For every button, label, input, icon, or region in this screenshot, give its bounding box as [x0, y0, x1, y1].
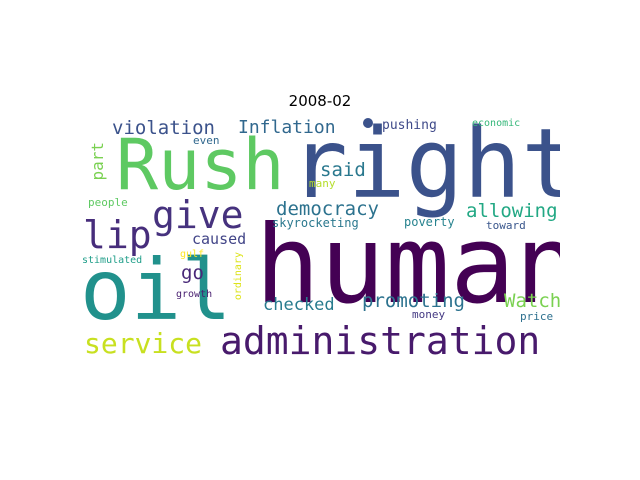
word-skyrocketing: skyrocketing: [272, 216, 359, 230]
word-democracy: democracy: [276, 198, 379, 220]
word-cloud: human right Rush oil administration give…: [80, 116, 560, 366]
word-allowing: allowing: [466, 200, 558, 222]
word-inflation: Inflation: [238, 117, 336, 138]
word-said: said: [320, 159, 366, 181]
word-administration: administration: [220, 319, 541, 363]
chart-title: 2008-02: [288, 92, 352, 110]
word-even: even: [193, 134, 220, 147]
word-growth: growth: [176, 289, 213, 300]
word-ordinary: ordinary: [233, 252, 244, 301]
word-go: go: [181, 262, 204, 284]
word-price: price: [520, 310, 554, 323]
word-promoting: promoting: [362, 290, 465, 312]
word-watch: Watch: [504, 290, 560, 312]
word-human: human: [255, 203, 560, 328]
word-gulf: gulf: [180, 249, 205, 260]
word-toward: toward: [486, 219, 526, 232]
word-service: service: [84, 327, 203, 360]
word-rush: Rush: [116, 124, 285, 206]
word-checked: checked: [263, 295, 335, 315]
word-caused: caused: [192, 230, 247, 248]
word-right: right: [290, 116, 560, 220]
word-part: part: [88, 142, 107, 181]
word-economic: economic: [472, 118, 521, 129]
word-poverty: poverty: [404, 215, 455, 229]
dot-mark: [363, 118, 373, 128]
word-violation: violation: [112, 117, 215, 139]
word-give: give: [152, 193, 244, 237]
word-stimulated: stimulated: [82, 255, 143, 266]
word-people: people: [88, 196, 128, 209]
word-oil: oil: [80, 241, 232, 339]
word-money: money: [412, 308, 446, 321]
word-many: many: [309, 177, 336, 190]
word-pushing: pushing: [382, 118, 437, 133]
word-lip: lip: [83, 213, 152, 257]
